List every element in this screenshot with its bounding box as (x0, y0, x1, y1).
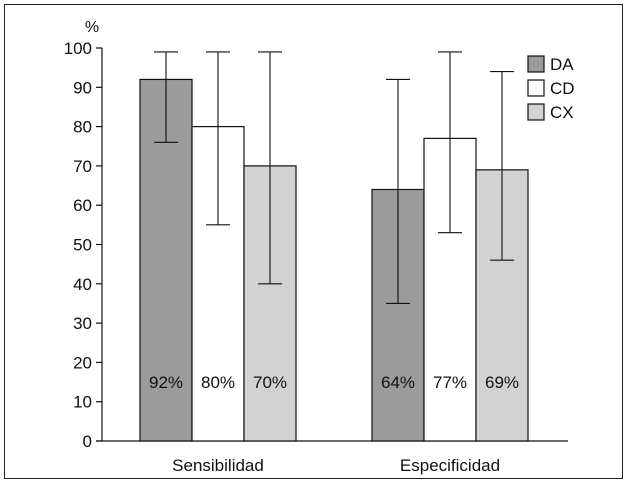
bar-value-label: 92% (149, 373, 183, 392)
bar-value-label: 70% (253, 373, 287, 392)
y-tick-label: 60 (73, 196, 92, 215)
y-tick-label: 0 (83, 432, 92, 451)
y-tick-label: 80 (73, 118, 92, 137)
y-tick-label: 10 (73, 393, 92, 412)
bar-value-label: 64% (381, 373, 415, 392)
legend-label-cx: CX (550, 103, 574, 122)
bar-value-label: 80% (201, 373, 235, 392)
legend-swatch-cd (527, 79, 545, 97)
x-category-label: Especificidad (400, 456, 500, 475)
legend-label-cd: CD (550, 79, 575, 98)
y-tick-label: 70 (73, 157, 92, 176)
legend-label-da: DA (550, 55, 574, 74)
y-tick-label: 100 (64, 39, 92, 58)
y-tick-label: 40 (73, 275, 92, 294)
x-category-label: Sensibilidad (172, 456, 264, 475)
legend-swatch-cx (527, 103, 545, 121)
y-tick-label: 50 (73, 236, 92, 255)
y-axis-label: % (85, 19, 99, 36)
legend-swatch-da (527, 55, 545, 73)
bar-value-label: 69% (485, 373, 519, 392)
bar-cd-0 (191, 125, 245, 442)
y-tick-label: 30 (73, 314, 92, 333)
bar-value-label: 77% (433, 373, 467, 392)
y-tick-label: 90 (73, 78, 92, 97)
y-tick-label: 20 (73, 353, 92, 372)
